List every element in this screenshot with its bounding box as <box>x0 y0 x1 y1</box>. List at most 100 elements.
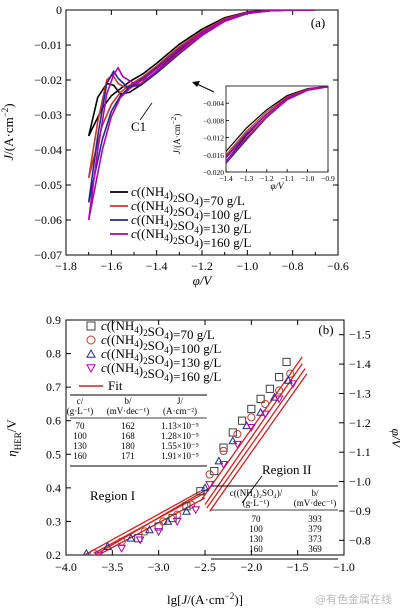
marker-triangle-down <box>274 395 284 404</box>
marker-triangle-down <box>93 551 103 555</box>
inset-y-tick-label: −0.020 <box>203 168 224 177</box>
y2-tick-label: −1.4 <box>349 357 371 371</box>
marker-triangle-down <box>191 506 201 515</box>
legend-label-part: c <box>131 212 137 227</box>
marker-triangle-up <box>283 375 293 384</box>
marker-circle <box>261 399 270 409</box>
legend-label-part: )=160 g/L <box>199 235 252 250</box>
legend-label-part: SO <box>178 204 195 219</box>
inset-x-tick-label: −0.9 <box>321 174 335 183</box>
legend-label-part: 4 <box>134 353 139 363</box>
marker-triangle-up <box>86 348 96 358</box>
y-tick-label: 0.2 <box>46 548 61 562</box>
x-tick-label: −1.0 <box>236 259 258 273</box>
legend-label: c((NH4)2SO4)=100 g/L <box>101 332 221 356</box>
legend-label-part: SO <box>148 338 165 353</box>
marker-triangle-up <box>126 533 136 542</box>
fit-line <box>98 497 206 555</box>
legend-label-part: ) <box>169 229 173 244</box>
panel-b-y2-axis-label: φ/V <box>389 429 400 450</box>
x-tick-label: −3.0 <box>148 560 170 574</box>
y2-tick-label: −1.1 <box>349 445 371 459</box>
y-tick-label: 0.5 <box>46 447 61 461</box>
table-cell: 373 <box>308 534 322 544</box>
legend-label-part: c <box>131 184 137 199</box>
legend-label-part: 2 <box>143 328 148 338</box>
marker-circle <box>140 527 149 536</box>
marker-square <box>275 372 284 382</box>
legend-label-part: 4 <box>134 325 139 335</box>
region-2-pointer <box>241 475 263 504</box>
table-cell: 393 <box>308 514 322 524</box>
y-tick-label: −0.04 <box>34 143 62 157</box>
y2-tick-label: −1.0 <box>349 475 371 489</box>
table-cell: 100 <box>73 431 87 441</box>
legend-label-part: ((NH <box>137 184 164 199</box>
legend-label-part: )=100 g/L <box>199 207 252 222</box>
legend-label-part: 4 <box>134 367 139 377</box>
legend-label-part: ) <box>169 215 173 230</box>
x-tick-label: −2.0 <box>240 560 262 574</box>
marker-square <box>154 522 163 531</box>
table-cell: 162 <box>121 421 135 431</box>
table-cell: 130 <box>249 534 263 544</box>
inset-frame <box>225 85 329 173</box>
table-cell: 70 <box>76 421 86 431</box>
table-cell: 100 <box>249 524 263 534</box>
panel-a: −1.8 −1.6 −1.4 −1.2 −1.0 −0.8 −0.6 0 −0.01 −0.02 −… <box>0 3 349 288</box>
legend-label-part: 2 <box>173 208 178 218</box>
table-cell: 1.55×10⁻⁵ <box>161 441 199 451</box>
x-tick-label: −1.2 <box>191 259 213 273</box>
x-tick-label: −0.8 <box>282 259 304 273</box>
legend-label-part: 4 <box>134 339 139 349</box>
y-tick-label: −0.05 <box>34 178 62 192</box>
legend-label-part: SO <box>148 366 165 381</box>
marker-circle <box>247 413 256 422</box>
table-header: (g·L⁻¹) <box>67 406 93 416</box>
legend-label-part: 4 <box>164 331 169 341</box>
marker-square <box>134 534 143 543</box>
marker-triangle-down <box>172 518 182 527</box>
legend-label: c((NH4)2SO4)=160 g/L <box>101 360 221 384</box>
legend-label-part: c <box>101 360 107 375</box>
legend-label-part: SO <box>148 324 165 339</box>
marker-triangle-down <box>86 364 96 374</box>
x-tick-label: −1.4 <box>146 259 168 273</box>
panel-b-y-axis-label: ηHER/V <box>4 419 23 457</box>
legend-label-part: )=130 g/L <box>199 221 252 236</box>
legend-label-part: c <box>131 198 137 213</box>
panel-b-markers <box>82 357 298 555</box>
legend-label-part: ) <box>139 335 143 350</box>
y2-tick-label: −1.2 <box>349 416 371 430</box>
legend-label-part: 4 <box>164 205 169 215</box>
table-header: (mV·dec⁻¹) <box>294 498 336 508</box>
marker-triangle-up <box>82 548 90 555</box>
legend-label-part: ((NH <box>137 212 164 227</box>
table-header: (g·L⁻¹) <box>243 498 269 508</box>
legend-label-part: c <box>101 318 107 333</box>
table-cell: 1.13×10⁻⁵ <box>161 421 199 431</box>
legend-label-part: 2 <box>173 194 178 204</box>
x-tick-label: −1.6 <box>100 259 122 273</box>
marker-triangle-up <box>163 516 173 525</box>
x-tick-label: −3.5 <box>101 560 123 574</box>
marker-square <box>282 357 291 367</box>
legend-label-part: 2 <box>173 222 178 232</box>
table-cell: 379 <box>308 524 322 534</box>
y-tick-label: −0.02 <box>34 73 62 87</box>
table-header: c/ <box>77 396 84 406</box>
inset-x-axis-label: φ/V <box>271 181 285 191</box>
marker-circle <box>86 335 96 345</box>
panel-a-legend: c((NH4)2SO4)=70 g/Lc((NH4)2SO4)=100 g/Lc… <box>110 184 251 250</box>
inset-x-tick-label: −1.0 <box>301 174 315 183</box>
y-tick-label: −0.01 <box>34 38 62 52</box>
legend-label: c((NH4)2SO4)=70 g/L <box>101 318 215 342</box>
table-cell: 1.91×10⁻⁵ <box>161 451 199 461</box>
legend-label-part: 4 <box>164 359 169 369</box>
c1-pointer <box>139 102 153 121</box>
marker-triangle-down <box>260 410 270 419</box>
marker-triangle-up <box>228 436 238 445</box>
table-cell: 1.28×10⁻⁵ <box>161 431 199 441</box>
panel-b: −4.0 −3.5 −3.0 −2.5 −2.0 −1.5 −1.0 0.2 0.3 0.4 0.5… <box>4 313 400 607</box>
